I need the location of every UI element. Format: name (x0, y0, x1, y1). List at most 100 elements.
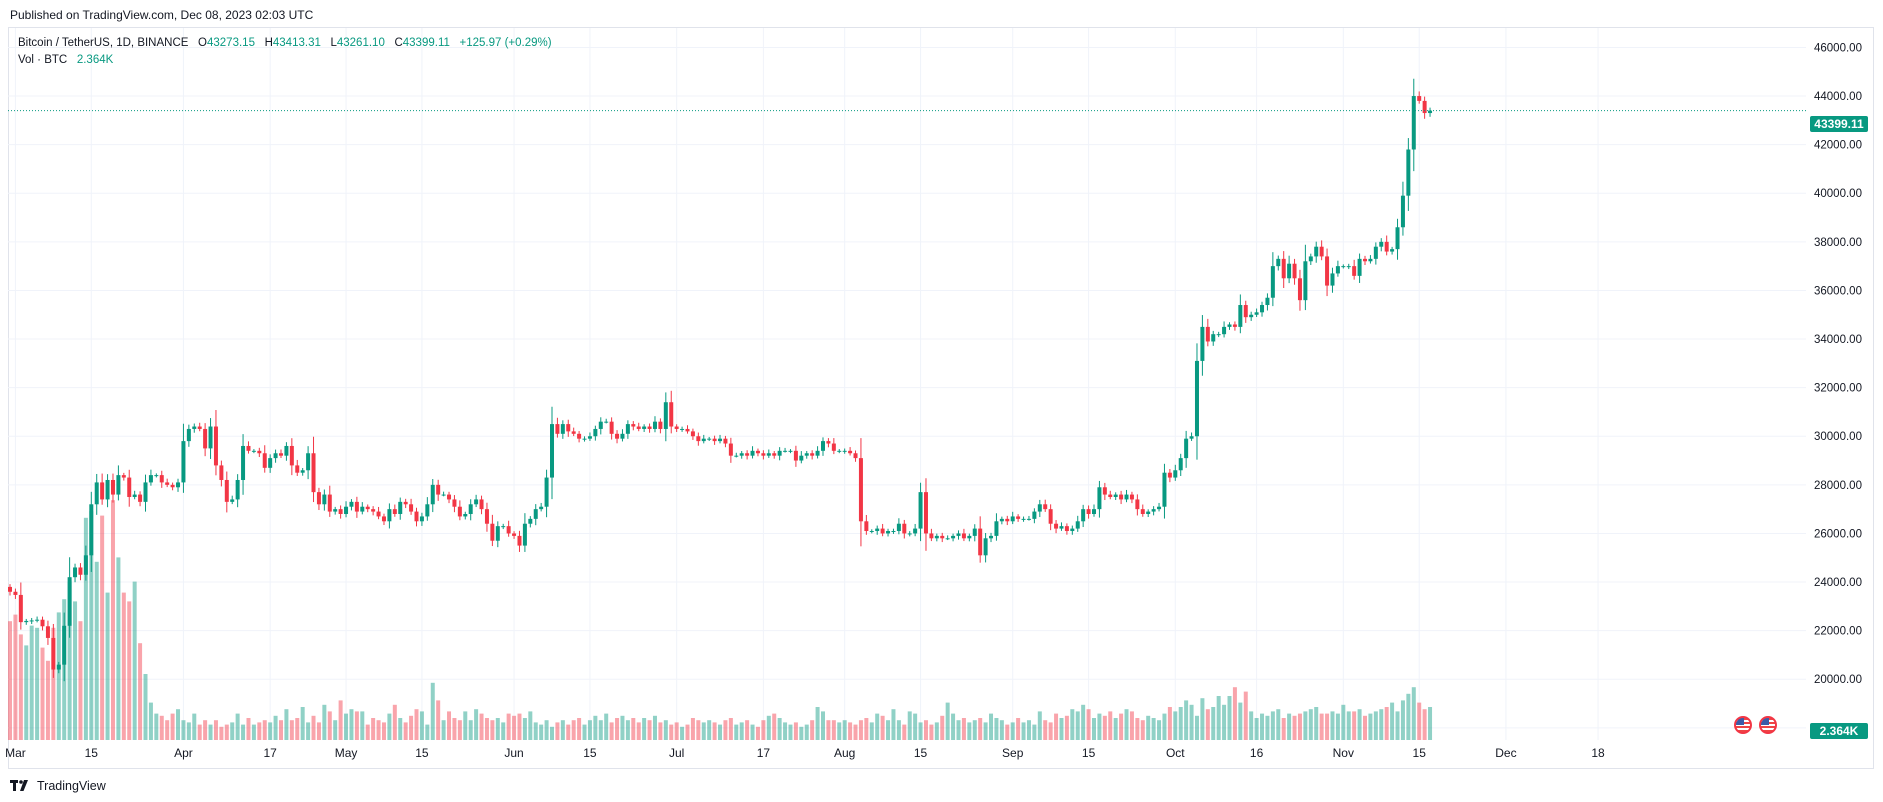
candle-body[interactable] (1016, 516, 1021, 519)
candle-body[interactable] (457, 506, 462, 517)
candle-body[interactable] (810, 453, 815, 456)
candle-body[interactable] (967, 535, 972, 539)
candle-body[interactable] (880, 528, 885, 534)
candle-body[interactable] (430, 484, 435, 505)
candle-body[interactable] (1281, 258, 1286, 279)
candle-body[interactable] (18, 594, 23, 623)
candle-body[interactable] (1021, 518, 1026, 520)
candle-body[interactable] (398, 501, 403, 515)
price-axis[interactable]: 18000.0020000.0022000.0024000.0026000.00… (1814, 42, 1862, 734)
candle-body[interactable] (1276, 258, 1281, 267)
candles[interactable] (8, 78, 1433, 682)
us-event-flag-icon[interactable] (1759, 716, 1777, 734)
candle-body[interactable] (913, 528, 918, 534)
candle-body[interactable] (181, 441, 186, 483)
candle-body[interactable] (1070, 528, 1075, 532)
chart-frame[interactable] (8, 27, 1874, 769)
candle-body[interactable] (1297, 278, 1302, 301)
candle-body[interactable] (468, 504, 473, 515)
candle-body[interactable] (344, 506, 349, 515)
candle-body[interactable] (1157, 506, 1162, 510)
candle-body[interactable] (837, 450, 842, 452)
candle-body[interactable] (999, 518, 1004, 522)
candle-body[interactable] (734, 455, 739, 457)
candle-body[interactable] (961, 533, 966, 539)
candle-body[interactable] (159, 475, 164, 483)
candle-body[interactable] (419, 516, 424, 522)
candle-body[interactable] (512, 533, 517, 536)
candle-body[interactable] (750, 450, 755, 456)
candle-body[interactable] (945, 538, 950, 540)
us-event-flag-icon[interactable] (1734, 716, 1752, 734)
candle-body[interactable] (1173, 470, 1178, 478)
candle-body[interactable] (615, 433, 620, 439)
candle-body[interactable] (1406, 149, 1411, 196)
candle-body[interactable] (333, 509, 338, 512)
candle-body[interactable] (165, 482, 170, 485)
candle-body[interactable] (1422, 100, 1427, 114)
candle-body[interactable] (1054, 523, 1059, 529)
candle-body[interactable] (1026, 518, 1031, 520)
candle-body[interactable] (896, 523, 901, 532)
candle-body[interactable] (1135, 499, 1140, 510)
candle-body[interactable] (934, 535, 939, 539)
candle-body[interactable] (110, 479, 115, 495)
candle-body[interactable] (728, 443, 733, 456)
candle-body[interactable] (246, 445, 251, 451)
candle-body[interactable] (338, 509, 343, 515)
candle-body[interactable] (1146, 511, 1151, 515)
candle-body[interactable] (1238, 305, 1243, 327)
candle-body[interactable] (479, 499, 484, 510)
candle-body[interactable] (376, 511, 381, 517)
candle-body[interactable] (739, 453, 744, 456)
candle-body[interactable] (213, 426, 218, 466)
candle-body[interactable] (522, 523, 527, 546)
candle-body[interactable] (701, 438, 706, 442)
candle-body[interactable] (761, 453, 766, 456)
candle-body[interactable] (907, 533, 912, 535)
candle-body[interactable] (1384, 241, 1389, 252)
candle-body[interactable] (1194, 360, 1199, 437)
candle-body[interactable] (625, 424, 630, 434)
candle-body[interactable] (642, 426, 647, 429)
candle-body[interactable] (224, 479, 229, 502)
candle-body[interactable] (652, 421, 657, 429)
candle-body[interactable] (571, 431, 576, 434)
candle-body[interactable] (815, 450, 820, 456)
candle-body[interactable] (311, 453, 316, 493)
candle-body[interactable] (1200, 326, 1205, 361)
candle-body[interactable] (105, 479, 110, 500)
candle-body[interactable] (1102, 487, 1107, 495)
candle-body[interactable] (951, 535, 956, 539)
candle-body[interactable] (690, 431, 695, 437)
candle-body[interactable] (13, 591, 18, 595)
candle-body[interactable] (1075, 521, 1080, 529)
candle-body[interactable] (842, 450, 847, 452)
candle-body[interactable] (929, 533, 934, 539)
candle-body[interactable] (853, 453, 858, 459)
candle-body[interactable] (793, 450, 798, 461)
candle-body[interactable] (257, 450, 262, 454)
candle-body[interactable] (414, 511, 419, 522)
candle-body[interactable] (40, 619, 45, 627)
candle-body[interactable] (598, 421, 603, 429)
candle-body[interactable] (560, 424, 565, 434)
candle-body[interactable] (1189, 436, 1194, 439)
candle-body[interactable] (718, 438, 723, 442)
candle-body[interactable] (1395, 227, 1400, 250)
candle-body[interactable] (875, 528, 880, 532)
candle-body[interactable] (452, 499, 457, 507)
candle-body[interactable] (490, 523, 495, 541)
candle-body[interactable] (354, 501, 359, 512)
candle-body[interactable] (804, 453, 809, 456)
candle-body[interactable] (436, 484, 441, 495)
candle-body[interactable] (116, 475, 121, 495)
candle-body[interactable] (1129, 494, 1134, 500)
candle-body[interactable] (154, 475, 159, 477)
candle-body[interactable] (1357, 258, 1362, 276)
candle-body[interactable] (1113, 494, 1118, 497)
candle-body[interactable] (1363, 258, 1367, 262)
candle-body[interactable] (1292, 263, 1297, 279)
candle-body[interactable] (788, 450, 793, 452)
